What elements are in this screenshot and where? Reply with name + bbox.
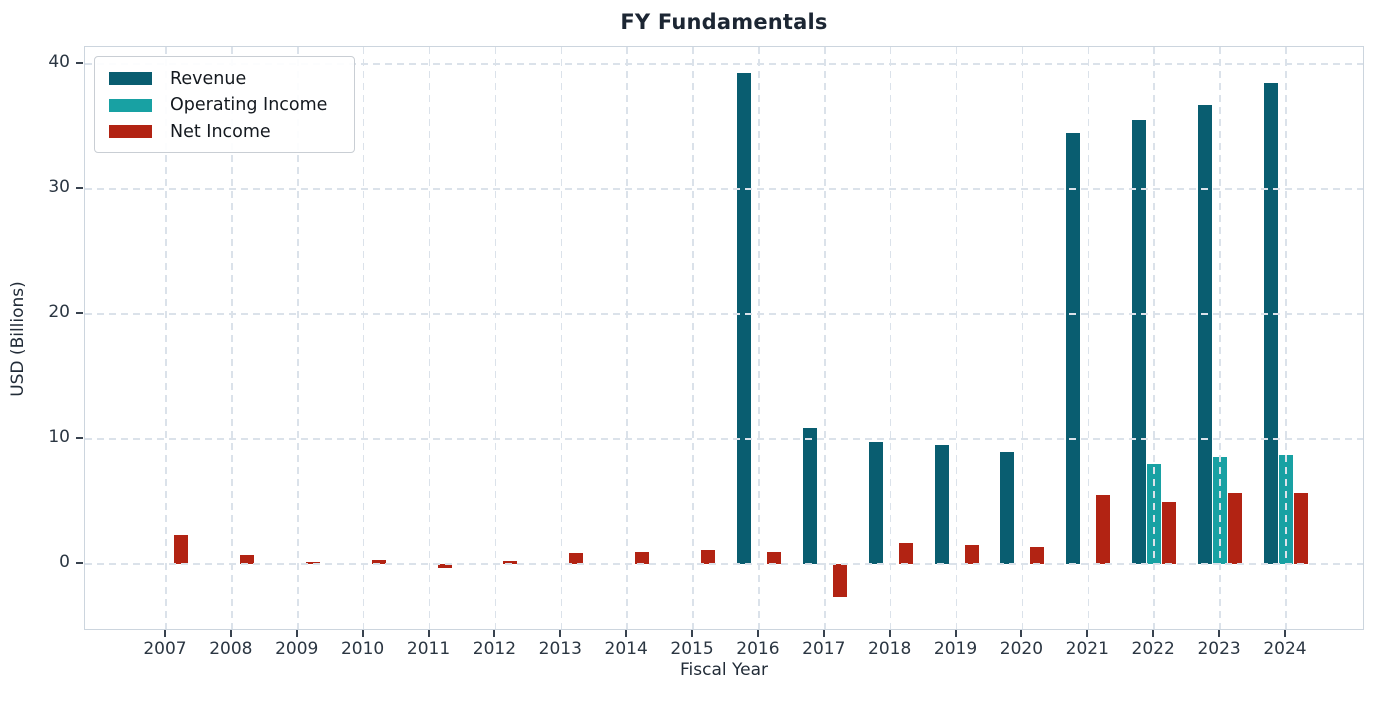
bar-net-income-2012 [503, 560, 518, 564]
bar-net-income-2015 [701, 549, 716, 564]
x-tick-label-2013: 2013 [538, 639, 582, 659]
bar-net-income-2008 [239, 554, 254, 564]
x-tick-mark-2022 [1152, 630, 1155, 637]
bar-net-income-2021 [1096, 495, 1111, 564]
bar-net-income-2007 [174, 534, 188, 564]
x-tick-label-2023: 2023 [1197, 639, 1241, 659]
bar-net-income-2022 [1162, 501, 1177, 564]
x-tick-label-2024: 2024 [1263, 639, 1307, 659]
x-tick-mark-2019 [954, 630, 957, 637]
y-tick-label-20: 20 [48, 302, 70, 322]
legend-swatch-net-income [109, 125, 152, 138]
bar-operating-income-2022 [1147, 464, 1162, 564]
x-tick-mark-2008 [229, 630, 232, 637]
x-tick-label-2020: 2020 [999, 639, 1044, 659]
legend-label-net-income: Net Income [170, 121, 271, 142]
x-tick-label-2011: 2011 [406, 639, 451, 659]
bar-net-income-2018 [898, 542, 913, 564]
legend-item-operating-income: Operating Income [109, 93, 342, 118]
bar-net-income-2014 [635, 552, 650, 564]
bar-net-income-2023 [1228, 493, 1243, 564]
x-tick-mark-2014 [625, 630, 628, 637]
x-tick-mark-2015 [691, 630, 694, 637]
bar-net-income-2016 [766, 551, 781, 564]
bar-operating-income-2024 [1278, 455, 1293, 564]
bar-net-income-2013 [569, 552, 584, 564]
x-tick-label-2014: 2014 [604, 639, 648, 659]
x-tick-label-2010: 2010 [340, 639, 385, 659]
x-tick-label-2017: 2017 [802, 639, 846, 659]
bar-revenue-2021 [1066, 133, 1081, 564]
bar-revenue-2017 [802, 427, 817, 564]
x-tick-label-2008: 2008 [209, 639, 253, 659]
y-tick-label-0: 0 [59, 552, 70, 572]
bar-revenue-2018 [868, 442, 883, 564]
x-tick-mark-2009 [295, 630, 298, 637]
bar-net-income-2019 [964, 545, 979, 564]
x-tick-label-2019: 2019 [933, 639, 978, 659]
x-tick-mark-2021 [1086, 630, 1089, 637]
x-tick-label-2021: 2021 [1065, 639, 1109, 659]
bar-revenue-2020 [1000, 451, 1015, 564]
x-tick-mark-2012 [493, 630, 496, 637]
x-tick-mark-2024 [1283, 630, 1286, 637]
bar-net-income-2009 [305, 562, 320, 564]
x-tick-label-2009: 2009 [275, 639, 319, 659]
bar-net-income-2020 [1030, 547, 1045, 564]
bar-revenue-2019 [934, 445, 949, 564]
y-tick-label-30: 30 [48, 177, 70, 197]
x-tick-label-2018: 2018 [868, 639, 912, 659]
y-tick-mark-20 [76, 312, 83, 314]
y-tick-label-10: 10 [48, 427, 70, 447]
bar-net-income-2010 [371, 559, 386, 564]
bar-revenue-2024 [1263, 82, 1278, 564]
legend: Revenue Operating Income Net Income [94, 56, 355, 153]
x-tick-mark-2007 [164, 630, 166, 637]
y-tick-mark-30 [76, 187, 83, 189]
legend-item-net-income: Net Income [109, 119, 342, 144]
bar-net-income-2011 [437, 564, 452, 568]
x-tick-mark-2023 [1218, 630, 1221, 637]
bar-revenue-2023 [1198, 104, 1213, 564]
bar-operating-income-2023 [1213, 456, 1228, 564]
x-tick-label-2012: 2012 [472, 639, 517, 659]
x-tick-label-2015: 2015 [670, 639, 714, 659]
x-tick-mark-2017 [822, 630, 825, 637]
x-tick-mark-2011 [427, 630, 430, 637]
legend-item-revenue: Revenue [109, 66, 342, 91]
x-tick-label-2016: 2016 [736, 639, 780, 659]
x-tick-label-2022: 2022 [1131, 639, 1175, 659]
legend-swatch-operating-income [109, 98, 152, 112]
x-axis-label: Fiscal Year [679, 660, 768, 680]
y-tick-mark-0 [76, 562, 83, 564]
x-tick-mark-2020 [1020, 630, 1023, 637]
bar-revenue-2022 [1132, 120, 1147, 564]
x-tick-mark-2018 [888, 630, 891, 637]
bar-net-income-2024 [1293, 492, 1308, 564]
x-tick-mark-2010 [361, 630, 364, 637]
legend-swatch-revenue [109, 72, 152, 85]
y-tick-mark-10 [76, 437, 83, 439]
x-tick-mark-2013 [559, 630, 562, 637]
legend-label-operating-income: Operating Income [170, 95, 328, 115]
chart-title: FY Fundamentals [620, 10, 828, 34]
legend-label-revenue: Revenue [170, 68, 247, 89]
y-tick-label-40: 40 [48, 52, 70, 72]
bar-net-income-2017 [832, 564, 847, 597]
x-tick-label-2007: 2007 [143, 639, 187, 659]
x-tick-mark-2016 [756, 630, 759, 637]
y-axis-label: USD (Billions) [8, 281, 28, 397]
bar-revenue-2016 [736, 72, 751, 564]
y-tick-mark-40 [76, 62, 83, 64]
